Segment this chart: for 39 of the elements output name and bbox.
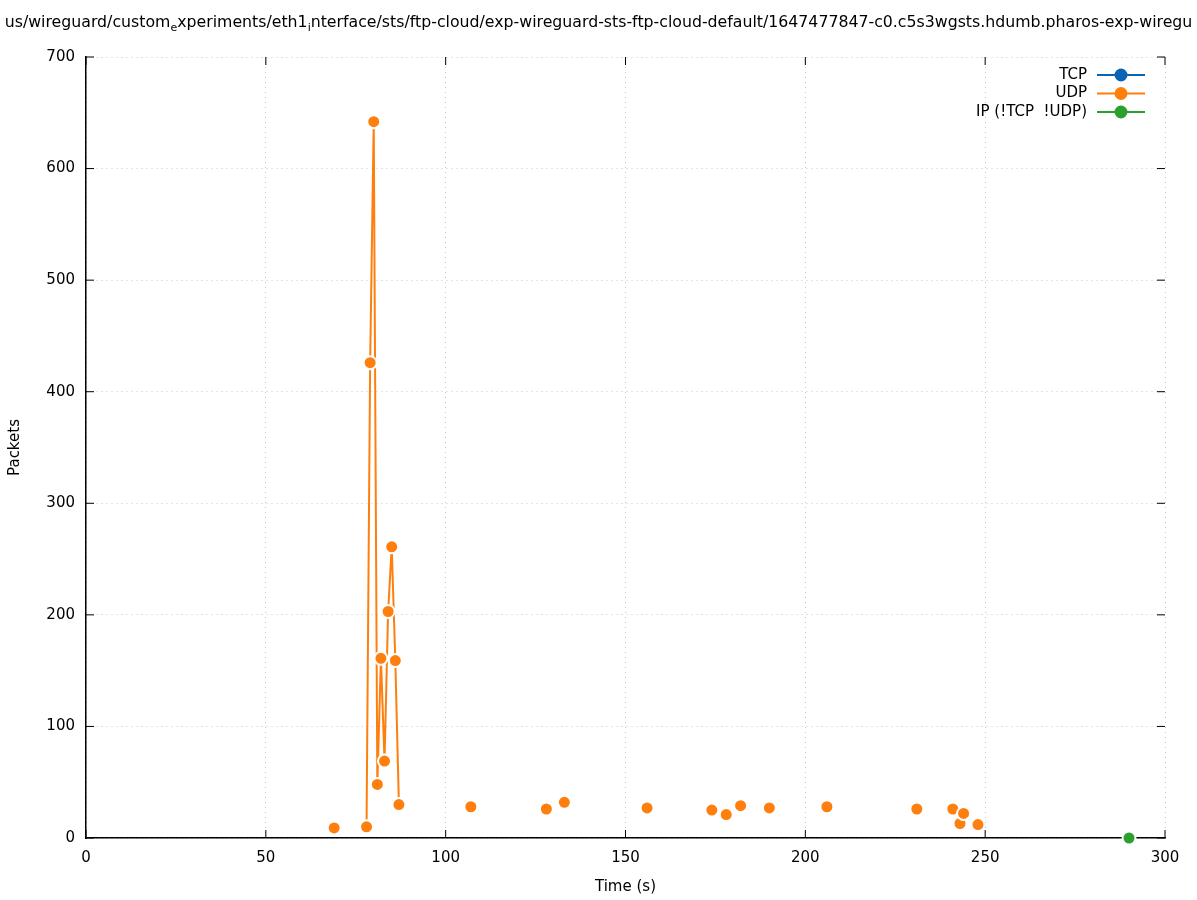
- point: [366, 114, 382, 130]
- y-tick-label: 400: [46, 381, 75, 400]
- y-tick-label: 300: [46, 493, 75, 512]
- x-tick-label: 150: [611, 847, 640, 866]
- point: [373, 650, 389, 666]
- y-axis-title: Packets: [4, 418, 23, 476]
- x-tick-label: 0: [81, 847, 91, 866]
- y-tick-label: 100: [46, 716, 75, 735]
- legend-label: UDP: [1055, 83, 1087, 102]
- point: [1121, 830, 1137, 846]
- x-tick-label: 50: [256, 847, 276, 866]
- point: [761, 800, 777, 816]
- x-tick-label: 200: [791, 847, 820, 866]
- x-axis-title: Time (s): [594, 876, 656, 895]
- point: [733, 798, 749, 814]
- point: [387, 653, 403, 669]
- y-tick-label: 700: [46, 46, 75, 65]
- point: [463, 799, 479, 815]
- legend-label: IP (!TCP !UDP): [976, 101, 1087, 120]
- point: [639, 800, 655, 816]
- point: [369, 776, 385, 792]
- point: [384, 539, 400, 555]
- point: [380, 604, 396, 620]
- point: [909, 801, 925, 817]
- x-tick-label: 250: [970, 847, 1000, 866]
- x-tick-label: 100: [431, 847, 460, 866]
- point: [819, 799, 835, 815]
- chart-title: us/wireguard/custom$_{e}$xperiments/eth1$_{i}$nterface/sts/ftp-cloud/exp-wireguard-sts-ftp-cloud-default/1647477847-c0.c5s3wgsts.hdumb.pharos-exp-wiregu: [4, 12, 1193, 35]
- y-tick-label: 200: [46, 604, 75, 623]
- point: [326, 820, 342, 836]
- point: [704, 802, 720, 818]
- x-tick-label: 300: [1150, 847, 1180, 866]
- y-tick-label: 600: [46, 158, 75, 177]
- y-tick-label: 500: [46, 270, 75, 289]
- point: [538, 801, 554, 817]
- point: [362, 355, 378, 371]
- legend-label: TCP: [1058, 64, 1087, 83]
- point: [556, 794, 572, 810]
- y-tick-label: 0: [65, 827, 75, 846]
